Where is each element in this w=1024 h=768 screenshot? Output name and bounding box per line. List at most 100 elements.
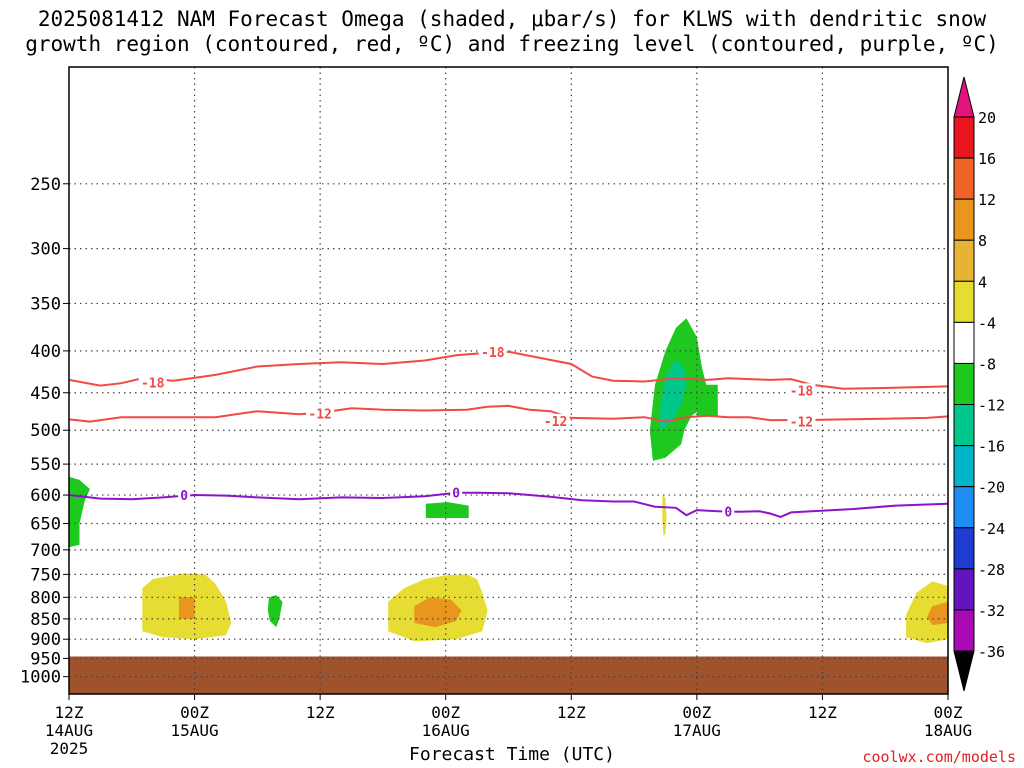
plot-frame — [68, 66, 949, 695]
contour-0-label-bg-0 — [138, 375, 167, 390]
region-green-16aug-small — [425, 502, 469, 518]
colorbar-label: 4 — [978, 273, 987, 291]
colorbar-segment-10 — [953, 527, 975, 570]
contour-label: -12 — [544, 415, 567, 430]
contour-label: 0 — [452, 487, 460, 502]
contour-label: -12 — [308, 407, 331, 422]
colorbar-label: 20 — [978, 109, 996, 127]
colorbar-label: -36 — [978, 643, 1005, 661]
contour-0-label-bg-1 — [478, 344, 507, 359]
contour-1-label-bg-2 — [787, 414, 816, 429]
contour-2-label-bg-0 — [178, 488, 191, 503]
x-tick-label: 16AUG — [422, 721, 470, 740]
y-tick-label: 400 — [30, 342, 61, 362]
y-tick-label: 350 — [30, 294, 61, 314]
y-tick-label: 1000 — [20, 668, 61, 688]
y-tick-label: 900 — [30, 630, 61, 650]
region-green-left — [69, 476, 90, 548]
chart-title-line-2: growth region (contoured, red, ºC) and f… — [25, 32, 999, 56]
contour-label: -18 — [141, 376, 165, 391]
colorbar-segment-5 — [953, 321, 975, 364]
colorbar-label: 16 — [978, 150, 996, 168]
x-tick-label: 18AUG — [924, 721, 972, 740]
colorbar-segment-8 — [953, 445, 975, 488]
x-tick-label: 15AUG — [170, 721, 218, 740]
contour-2-label-bg-1 — [450, 485, 463, 500]
contour-1-label-bg-0 — [306, 406, 335, 421]
contour-label: -18 — [790, 384, 814, 399]
chart-title-line-1: 2025081412 NAM Forecast Omega (shaded, μ… — [37, 7, 987, 31]
colorbar-segment-9 — [953, 486, 975, 529]
region-orange-16aug — [414, 597, 462, 628]
x-tick-label: 17AUG — [673, 721, 721, 740]
axes: 2503003504004505005506006507007508008509… — [20, 66, 972, 758]
contour-label: 0 — [724, 505, 732, 520]
contour-2-label-bg-2 — [722, 504, 735, 519]
region-orange-15aug — [178, 597, 195, 619]
region-green-17aug-right — [696, 384, 718, 418]
colorbar-segment-6 — [953, 362, 975, 406]
x-tick-label: 12Z — [55, 703, 84, 722]
colorbar-segment-1 — [953, 157, 975, 200]
x-tick-label: 00Z — [682, 703, 711, 722]
y-tick-label: 950 — [30, 649, 61, 669]
contour-lines: -18 -18 -18 -12 -12 -12 0 0 0 — [68, 344, 949, 520]
y-tick-label: 300 — [30, 240, 61, 260]
region-orange-18aug — [927, 601, 948, 626]
x-tick-label: 12Z — [808, 703, 837, 722]
contour-2-line — [68, 491, 949, 518]
colorbar-segment-3 — [953, 239, 975, 282]
colorbar-label: -8 — [978, 355, 996, 373]
colorbar-top-arrow — [953, 76, 975, 118]
colorbar-label: -20 — [978, 479, 1005, 497]
y-tick-label: 600 — [30, 486, 61, 506]
colorbar-label: 8 — [978, 232, 987, 250]
credit-link[interactable]: coolwx.com/models — [862, 748, 1016, 766]
y-tick-label: 750 — [30, 565, 61, 585]
y-tick-label: 450 — [30, 384, 61, 404]
contour-label: -18 — [481, 346, 505, 361]
colorbar-label: -32 — [978, 602, 1005, 620]
x-tick-label: 14AUG — [45, 721, 93, 740]
colorbar-label: 12 — [978, 191, 996, 209]
contour-0-line — [68, 350, 949, 390]
x-tick-label: 12Z — [557, 703, 586, 722]
x-tick-label: 12Z — [306, 703, 335, 722]
colorbar-label: -28 — [978, 561, 1005, 579]
x-tick-label: 2025 — [50, 739, 89, 758]
colorbar-segment-0 — [953, 116, 975, 159]
contour-label: 0 — [180, 489, 188, 504]
colorbar-label: -16 — [978, 438, 1005, 456]
colorbar: 20 16 12 8 4 -4 -8 -12 -16 -20 -24 -28 -32 -36 — [953, 76, 1005, 692]
x-tick-label: 00Z — [431, 703, 460, 722]
y-tick-label: 250 — [30, 175, 61, 195]
y-tick-label: 650 — [30, 514, 61, 534]
region-ground — [69, 656, 948, 694]
region-green-15aug-small — [267, 595, 283, 628]
colorbar-segment-4 — [953, 280, 975, 323]
y-tick-label: 800 — [30, 588, 61, 608]
contour-label: -12 — [790, 416, 813, 431]
colorbar-segment-11 — [953, 568, 975, 611]
y-tick-label: 700 — [30, 541, 61, 561]
x-tick-label: 00Z — [180, 703, 209, 722]
colorbar-bottom-arrow — [953, 650, 975, 692]
x-axis-label: Forecast Time (UTC) — [409, 744, 615, 765]
colorbar-label: -24 — [978, 520, 1005, 538]
region-yellow-17aug-streak — [662, 495, 667, 536]
y-tick-label: 850 — [30, 610, 61, 630]
colorbar-label: -12 — [978, 397, 1005, 415]
region-teal-17aug — [660, 359, 687, 431]
colorbar-label: -4 — [978, 314, 996, 332]
shaded-regions — [69, 318, 948, 694]
x-tick-label: 00Z — [934, 703, 963, 722]
colorbar-segment-2 — [953, 198, 975, 241]
contour-1-label-bg-1 — [541, 413, 570, 428]
contour-0-label-bg-2 — [787, 383, 816, 398]
contour-1-line — [68, 404, 949, 423]
y-tick-label: 550 — [30, 455, 61, 475]
colorbar-segment-12 — [953, 609, 975, 652]
colorbar-segment-7 — [953, 404, 975, 447]
y-tick-label: 500 — [30, 421, 61, 441]
